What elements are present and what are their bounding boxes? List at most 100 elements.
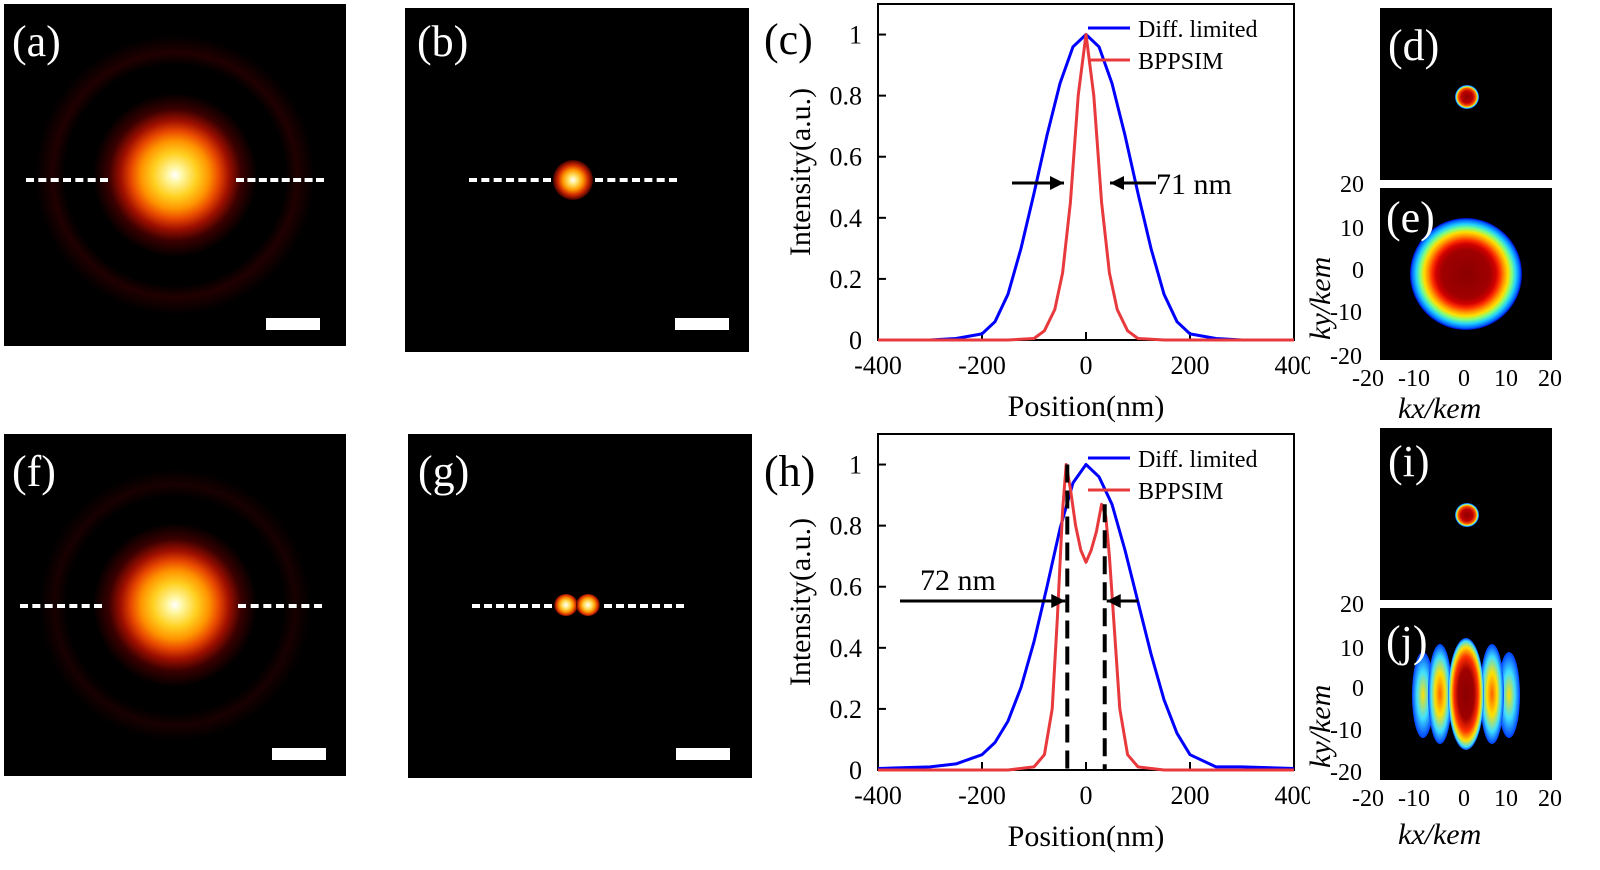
x-tick-label: -400	[854, 351, 902, 380]
panel-g-image: (g)	[408, 434, 752, 778]
y-tick-label: 0.2	[830, 265, 863, 294]
panel-b-label: (b)	[417, 17, 469, 66]
kspace-ytick: -10	[1330, 718, 1362, 744]
kspace-xlabel: kx/kem	[1398, 818, 1482, 851]
series-line-diff-limited	[877, 463, 1295, 770]
y-tick-label: 0.6	[830, 143, 863, 172]
panel-d-label: (d)	[1388, 21, 1440, 70]
panel-f-image: (f)	[4, 434, 346, 776]
kspace-xtick: 0	[1458, 786, 1470, 812]
psf-spot-left	[554, 594, 578, 616]
kspace-small-disk	[1455, 85, 1479, 109]
legend-label: Diff. limited	[1138, 447, 1258, 473]
x-tick-label: -200	[958, 781, 1006, 810]
kspace-xtick: -10	[1398, 786, 1430, 812]
panel-b-image: (b)	[405, 8, 749, 352]
chart-c: -400 -200 0 200 400 0 0.2 0.4 0.6 0.8 1 Position(nm…	[784, 3, 1311, 423]
kspace-xtick: 20	[1538, 786, 1562, 812]
panel-d-image: (d)	[1380, 8, 1552, 180]
scale-bar	[266, 318, 320, 330]
scale-bar	[272, 748, 326, 760]
panel-a-image: (a)	[4, 4, 346, 346]
x-tick-label: -400	[854, 781, 902, 810]
psf-spot	[553, 160, 593, 200]
profile-line-right	[238, 604, 322, 608]
profile-line-right	[236, 178, 324, 182]
y-tick-label: 0.4	[830, 204, 863, 233]
kspace-xtick: -20	[1352, 366, 1384, 392]
y-axis-label: Intensity(a.u.)	[784, 518, 817, 686]
x-axis-label: Position(nm)	[1008, 820, 1165, 853]
y-tick-label: 0.4	[830, 634, 863, 663]
profile-line-left	[26, 178, 108, 182]
psf-spot-right	[576, 594, 600, 616]
y-tick-label: 0.8	[830, 82, 863, 111]
series-line-bppsim	[878, 463, 1294, 772]
x-tick-label: 200	[1171, 351, 1210, 380]
legend-label: BPPSIM	[1138, 49, 1223, 75]
kspace-ytick: 20	[1340, 592, 1364, 618]
y-tick-label: 0	[849, 756, 862, 785]
scale-bar	[676, 748, 730, 760]
x-tick-label: -200	[958, 351, 1006, 380]
panel-a-label: (a)	[12, 17, 61, 66]
kspace-ytick: 10	[1340, 636, 1364, 662]
separation-arrow-left-head	[1051, 594, 1066, 608]
y-axis-label: Intensity(a.u.)	[784, 88, 817, 256]
x-tick-label: 400	[1275, 781, 1311, 810]
kspace-xtick: -10	[1398, 366, 1430, 392]
kspace-lobe	[1498, 652, 1520, 738]
panel-i-image: (i)	[1380, 428, 1552, 600]
kspace-xtick: 10	[1494, 366, 1518, 392]
kspace-center-lobe	[1448, 638, 1484, 750]
profile-line-left	[20, 604, 102, 608]
kspace-ytick: -20	[1330, 760, 1362, 786]
panel-e-label: (e)	[1386, 193, 1435, 242]
profile-line-right	[604, 604, 684, 608]
kspace-xtick: -20	[1352, 786, 1384, 812]
kspace-xlabel: kx/kem	[1398, 392, 1482, 425]
y-tick-label: 0.2	[830, 695, 863, 724]
x-tick-label: 0	[1080, 781, 1093, 810]
kspace-ytick: -20	[1330, 344, 1362, 370]
x-tick-label: 0	[1080, 351, 1093, 380]
x-axis-label: Position(nm)	[1008, 390, 1165, 423]
fwhm-annotation: 71 nm	[1156, 168, 1232, 201]
kspace-ytick: -10	[1330, 300, 1362, 326]
x-tick-label: 200	[1171, 781, 1210, 810]
panel-i-label: (i)	[1388, 437, 1430, 486]
fwhm-arrow-right-head	[1110, 176, 1124, 190]
panel-h-label: (h)	[764, 447, 816, 496]
separation-arrow-right-head	[1106, 594, 1121, 608]
kspace-ytick: 0	[1352, 258, 1364, 284]
y-tick-label: 1	[849, 451, 862, 480]
y-tick-label: 0.6	[830, 573, 863, 602]
x-tick-label: 400	[1275, 351, 1311, 380]
kspace-xtick: 20	[1538, 366, 1562, 392]
series-line-bppsim	[878, 33, 1294, 342]
legend-label: Diff. limited	[1138, 17, 1258, 43]
panel-j-label: (j)	[1386, 617, 1428, 666]
kspace-ytick: 10	[1340, 216, 1364, 242]
y-tick-label: 0	[849, 326, 862, 355]
chart-h: -400 -200 0 200 400 0 0.2 0.4 0.6 0.8 1 Position(nm…	[784, 433, 1311, 853]
profile-line-left	[469, 178, 551, 182]
kspace-ylabel: ky/kem	[1304, 256, 1337, 340]
kspace-ytick: 20	[1340, 172, 1364, 198]
kspace-xtick: 0	[1458, 366, 1470, 392]
kspace-lobe	[1480, 644, 1504, 744]
panel-g-label: (g)	[418, 447, 470, 496]
legend-label: BPPSIM	[1138, 479, 1223, 505]
panel-f-label: (f)	[12, 447, 56, 496]
profile-line-right	[595, 178, 677, 182]
kspace-large-disk	[1410, 218, 1522, 330]
kspace-ytick: 0	[1352, 676, 1364, 702]
scale-bar	[675, 318, 729, 330]
panel-j-image: (j)	[1380, 608, 1552, 780]
kspace-xtick: 10	[1494, 786, 1518, 812]
kspace-small-disk	[1455, 503, 1479, 527]
separation-annotation: 72 nm	[920, 564, 996, 597]
y-tick-label: 0.8	[830, 512, 863, 541]
panel-e-image: (e)	[1380, 188, 1552, 360]
y-tick-label: 1	[849, 21, 862, 50]
